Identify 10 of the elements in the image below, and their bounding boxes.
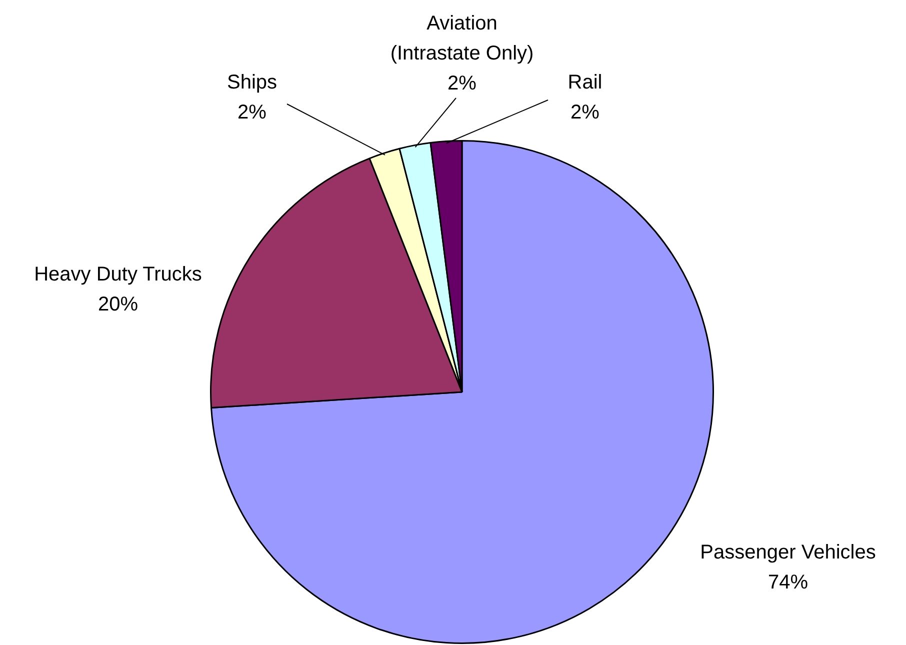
slice-label: Ships bbox=[226, 72, 278, 94]
slice-label: Aviation (Intrastate Only) bbox=[390, 12, 534, 65]
data-label: 20% bbox=[98, 294, 138, 316]
slice-label: Passenger Vehicles bbox=[700, 542, 876, 564]
data-label: 74% bbox=[768, 572, 808, 594]
data-label: 2% bbox=[448, 72, 477, 95]
slice-label: Rail bbox=[568, 72, 602, 94]
data-label: 2% bbox=[570, 102, 600, 124]
slice-label: Heavy Duty Trucks bbox=[34, 264, 202, 286]
data-label: 2% bbox=[238, 102, 267, 124]
